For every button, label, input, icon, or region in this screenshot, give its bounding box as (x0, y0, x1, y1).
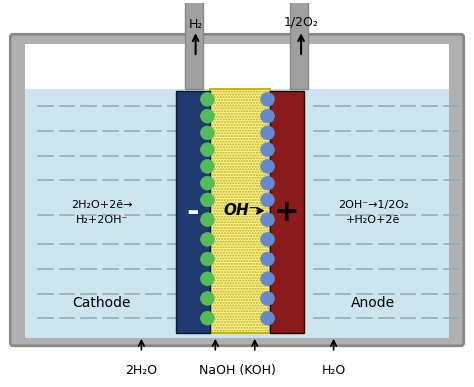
Circle shape (261, 291, 274, 305)
Bar (210, 89, 270, 333)
Text: H₂O: H₂O (321, 364, 346, 377)
Circle shape (201, 233, 214, 246)
Text: 2H₂O: 2H₂O (125, 364, 157, 377)
Text: 1/2O₂: 1/2O₂ (283, 16, 319, 29)
Circle shape (261, 109, 274, 123)
Text: Anode: Anode (351, 296, 395, 310)
Bar (270, 91, 304, 333)
Circle shape (201, 92, 214, 106)
Text: +H₂O+2ē: +H₂O+2ē (346, 215, 400, 224)
Circle shape (201, 311, 214, 325)
Text: -: - (187, 198, 200, 227)
Bar (176, 91, 210, 333)
FancyBboxPatch shape (10, 34, 464, 346)
Circle shape (201, 143, 214, 156)
Text: 2OH⁻→1/2O₂: 2OH⁻→1/2O₂ (337, 200, 408, 210)
Bar (25, 44, 449, 89)
Text: OH⁻: OH⁻ (223, 203, 257, 218)
Circle shape (201, 252, 214, 266)
Bar (25, 44, 449, 338)
Circle shape (261, 176, 274, 190)
Circle shape (261, 126, 274, 140)
Text: +: + (274, 198, 300, 227)
Circle shape (261, 272, 274, 286)
Circle shape (261, 92, 274, 106)
Circle shape (201, 109, 214, 123)
Circle shape (201, 176, 214, 190)
Bar (290, 0, 308, 89)
Circle shape (201, 213, 214, 226)
Circle shape (261, 233, 274, 246)
Text: H₂: H₂ (189, 18, 203, 31)
Circle shape (201, 159, 214, 173)
Circle shape (261, 143, 274, 156)
Bar (185, 0, 202, 89)
Circle shape (261, 252, 274, 266)
Circle shape (261, 213, 274, 226)
Text: 2H₂O+2ē→: 2H₂O+2ē→ (71, 200, 133, 210)
Circle shape (261, 193, 274, 207)
Text: NaOH (KOH): NaOH (KOH) (199, 364, 275, 377)
Circle shape (201, 272, 214, 286)
Circle shape (201, 291, 214, 305)
Circle shape (261, 311, 274, 325)
Circle shape (261, 159, 274, 173)
Text: Cathode: Cathode (73, 296, 131, 310)
Text: H₂+2OH⁻: H₂+2OH⁻ (76, 215, 128, 224)
Circle shape (201, 126, 214, 140)
Circle shape (201, 193, 214, 207)
